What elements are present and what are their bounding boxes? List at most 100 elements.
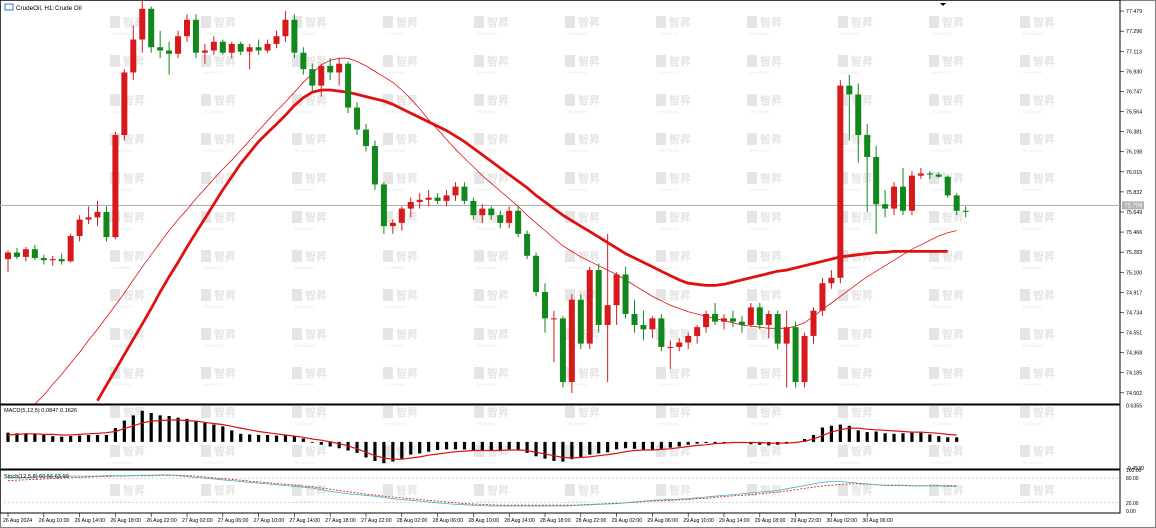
price-tick-label: 76.381 <box>1126 130 1142 136</box>
stochastic-pane[interactable]: Stoch(12,5,8) 60.56 63.99 100.00 80.00 20.… <box>0 468 1142 515</box>
watermark-logo-icon <box>292 484 302 496</box>
watermark-sub: ZHISHENG <box>476 31 497 36</box>
candle-body <box>327 65 334 73</box>
macd-bar <box>355 441 359 453</box>
watermark-mark: 智昇 ZHISHENG <box>474 93 509 114</box>
macd-bar <box>516 441 520 451</box>
watermark-sub: ZHISHENG <box>203 109 224 114</box>
watermark-mark: 智昇 ZHISHENG <box>292 288 327 309</box>
price-tick-label: 74.551 <box>1126 331 1142 337</box>
watermark-mark: 智昇 ZHISHENG <box>474 288 509 309</box>
candle <box>219 39 226 55</box>
candle-body <box>613 274 620 306</box>
watermark-mark: 智昇 ZHISHENG <box>292 249 327 270</box>
watermark-brand: 智昇 <box>1033 288 1055 302</box>
watermark-mark: 智昇 ZHISHENG <box>474 54 509 75</box>
candle <box>837 80 844 284</box>
candle-body <box>515 210 522 234</box>
watermark-mark: 智昇 ZHISHENG <box>474 483 509 504</box>
watermark-brand: 智昇 <box>760 444 782 458</box>
watermark-sub: ZHISHENG <box>203 382 224 387</box>
candle-body <box>506 210 513 223</box>
candle-body <box>380 184 387 227</box>
watermark-logo-icon <box>747 55 757 67</box>
macd-bar <box>704 441 708 444</box>
macd-bar <box>400 441 404 459</box>
watermark-mark: 智昇 ZHISHENG <box>474 132 509 153</box>
watermark-sub: ZHISHENG <box>385 70 406 75</box>
stochastic-axis: 100.00 80.00 20.00 0.00 <box>1126 468 1142 515</box>
candle <box>67 233 74 263</box>
candle <box>506 206 513 229</box>
price-pane[interactable]: 77.479 77.296 77.113 76.930 76.747 76.564 76.3… <box>0 0 1144 405</box>
watermark-brand: 智昇 <box>214 444 236 458</box>
watermark-brand: 智昇 <box>305 132 327 146</box>
price-tick-label: 76.198 <box>1126 150 1142 156</box>
candle-body <box>85 217 92 220</box>
watermark-brand: 智昇 <box>851 210 873 224</box>
macd-bar <box>597 441 601 454</box>
candle-body <box>926 173 933 175</box>
candle-body <box>900 186 906 211</box>
watermark-mark: 智昇 ZHISHENG <box>838 366 873 387</box>
watermark-brand: 智昇 <box>214 171 236 185</box>
macd-bar <box>498 441 502 450</box>
candle <box>497 210 504 229</box>
watermark-mark: 智昇 ZHISHENG <box>838 15 873 36</box>
watermark-sub: ZHISHENG <box>567 226 588 231</box>
watermark-brand: 智昇 <box>760 171 782 185</box>
watermark-mark: 智昇 ZHISHENG <box>1020 405 1055 426</box>
candle-body <box>864 135 871 157</box>
macd-bar <box>946 437 950 442</box>
watermark-mark: 智昇 ZHISHENG <box>1020 327 1055 348</box>
watermark-sub: ZHISHENG <box>294 109 315 114</box>
macd-bar <box>659 441 663 449</box>
watermark-sub: ZHISHENG <box>203 70 224 75</box>
macd-pane[interactable]: MACD(5,12,5) 0.0847 0.1626 0.6355 -0.4530 <box>0 403 1144 472</box>
watermark-brand: 智昇 <box>1033 444 1055 458</box>
watermark-sub: ZHISHENG <box>840 187 861 192</box>
chart-shift-marker-icon[interactable] <box>940 3 946 6</box>
watermark-brand: 智昇 <box>396 132 418 146</box>
watermark-logo-icon <box>565 211 575 223</box>
watermark-mark: 智昇 ZHISHENG <box>383 54 418 75</box>
watermark-logo-icon <box>838 289 848 301</box>
candle <box>407 197 414 218</box>
time-tick-label: 27 Aug 02:00 <box>182 518 213 524</box>
watermark-sub: ZHISHENG <box>294 148 315 153</box>
macd-bar <box>176 417 180 442</box>
watermark-brand: 智昇 <box>1033 405 1055 419</box>
watermark-logo-icon <box>110 484 120 496</box>
candle <box>649 316 656 339</box>
watermark-sub: ZHISHENG <box>294 460 315 465</box>
watermark-brand: 智昇 <box>305 288 327 302</box>
watermark-sub: ZHISHENG <box>749 499 770 504</box>
watermark-sub: ZHISHENG <box>385 187 406 192</box>
watermark-brand: 智昇 <box>214 405 236 419</box>
watermark-sub: ZHISHENG <box>840 265 861 270</box>
watermark-mark: 智昇 ZHISHENG <box>747 15 782 36</box>
watermark-logo-icon <box>474 367 484 379</box>
watermark-sub: ZHISHENG <box>658 31 679 36</box>
candle <box>488 206 495 220</box>
time-tick-label: 28 Aug 22:00 <box>576 518 607 524</box>
watermark-logo-icon <box>1020 289 1030 301</box>
watermark-logo-icon <box>383 445 393 457</box>
watermark-sub: ZHISHENG <box>385 148 406 153</box>
watermark-brand: 智昇 <box>305 444 327 458</box>
watermark-logo-icon <box>929 445 939 457</box>
watermark-sub: ZHISHENG <box>1022 187 1043 192</box>
macd-bar <box>436 441 440 450</box>
watermark-brand: 智昇 <box>578 405 600 419</box>
watermark-mark: 智昇 ZHISHENG <box>201 132 236 153</box>
price-tick-label: 75.283 <box>1126 250 1142 256</box>
watermark-sub: ZHISHENG <box>567 148 588 153</box>
time-tick-label: 29 Aug 18:00 <box>755 518 786 524</box>
candle <box>470 197 477 220</box>
watermark-logo-icon <box>383 328 393 340</box>
macd-bar <box>104 434 109 442</box>
watermark-mark: 智昇 ZHISHENG <box>110 483 145 504</box>
candle <box>452 182 459 201</box>
watermark-sub: ZHISHENG <box>931 226 952 231</box>
